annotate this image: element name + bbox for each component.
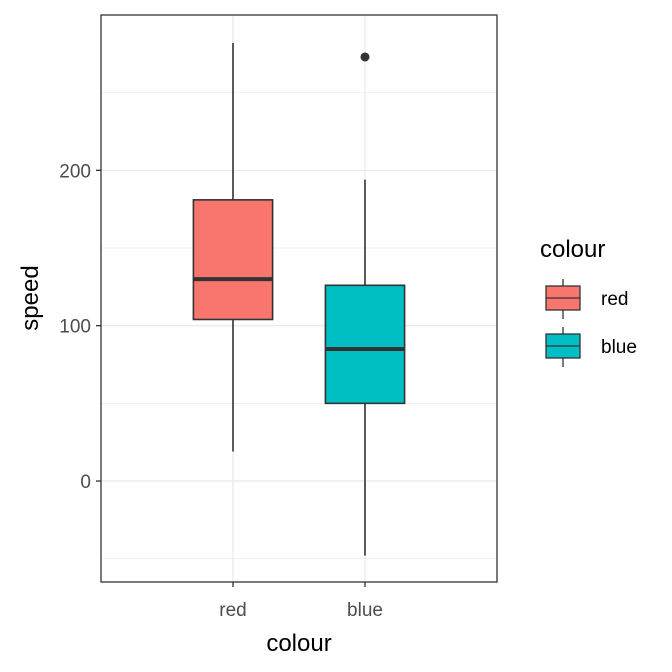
- x-axis-title: colour: [266, 630, 331, 657]
- box-blue: [324, 52, 406, 556]
- y-tick-label: 100: [59, 317, 91, 338]
- legend-entries: red blue: [545, 279, 637, 367]
- boxes: [192, 42, 406, 556]
- panel-border: [100, 14, 498, 583]
- panel-background: [101, 15, 497, 582]
- box-red: [192, 42, 274, 452]
- outlier-point: [360, 52, 370, 62]
- box-body: [324, 284, 406, 405]
- x-axis-ticks: red blue: [219, 582, 383, 621]
- legend: colour red blue: [540, 236, 637, 367]
- x-tick-label: red: [219, 600, 246, 621]
- y-axis-ticks: 0 100 200: [59, 161, 101, 493]
- legend-label: blue: [601, 337, 637, 358]
- legend-item-blue: blue: [545, 327, 637, 367]
- x-tick-label: blue: [347, 600, 383, 621]
- box-body: [192, 199, 274, 321]
- legend-title: colour: [540, 236, 605, 263]
- legend-item-red: red: [545, 279, 628, 319]
- y-tick-label: 200: [59, 161, 91, 182]
- y-tick-label: 0: [80, 472, 91, 493]
- y-axis-title: speed: [17, 265, 44, 330]
- legend-label: red: [601, 289, 628, 310]
